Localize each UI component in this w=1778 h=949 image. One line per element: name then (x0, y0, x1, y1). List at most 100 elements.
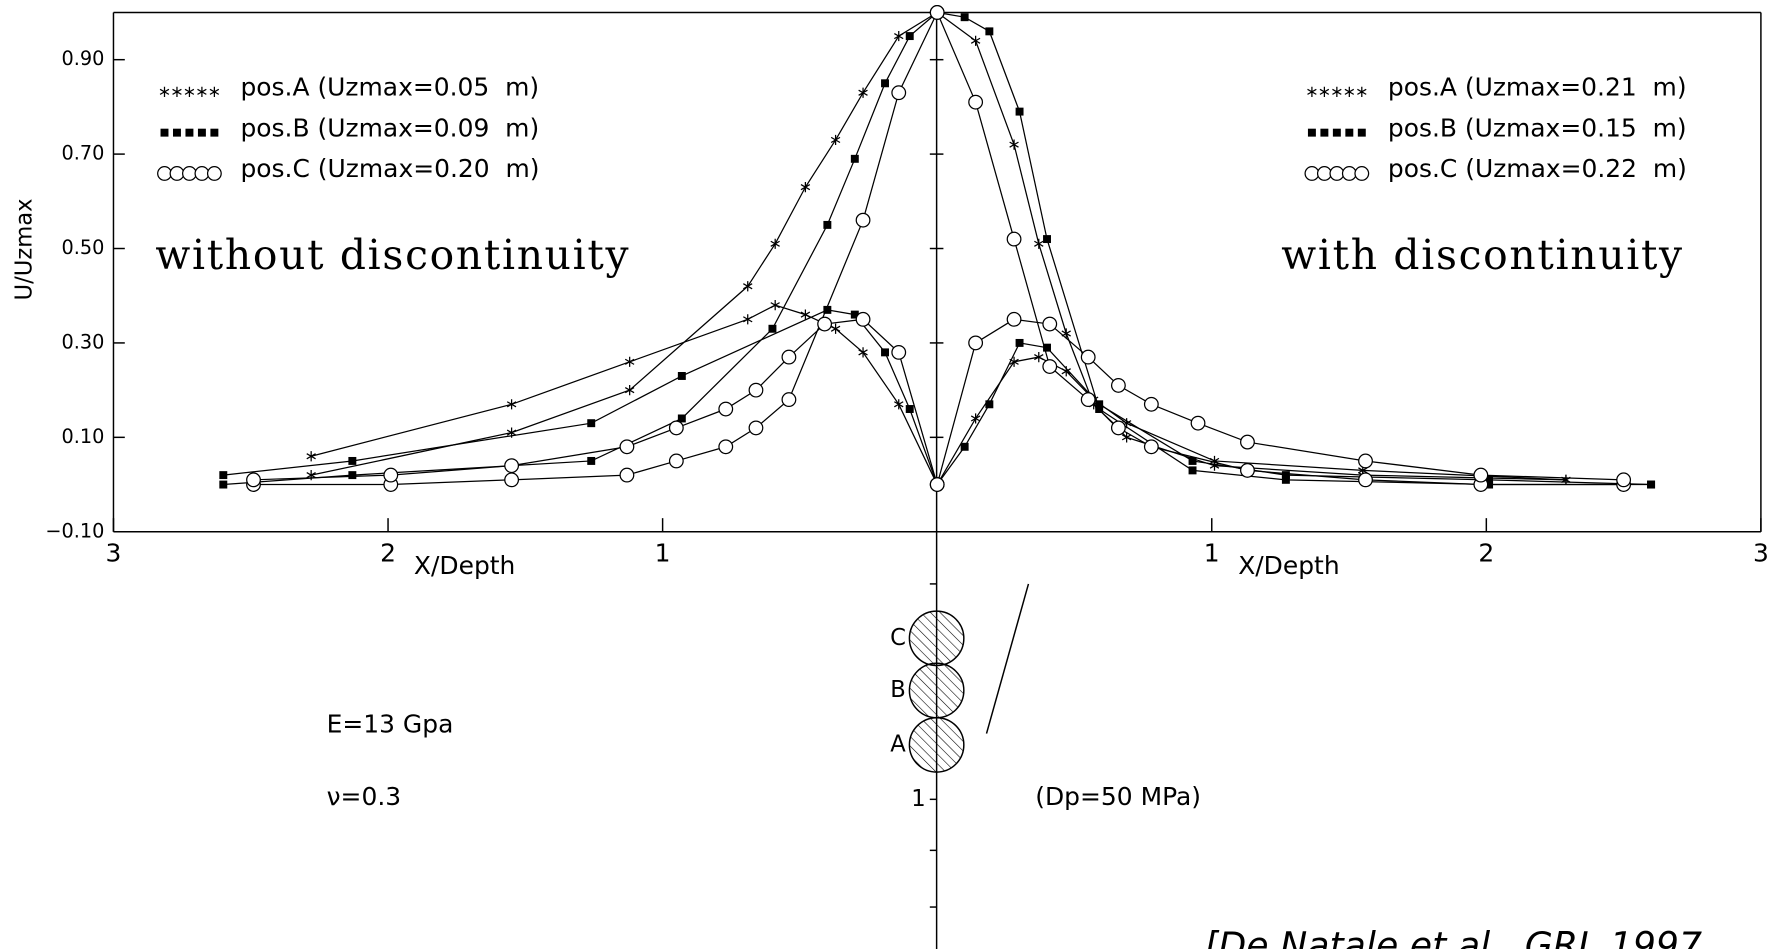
marker (1034, 238, 1044, 249)
x-tick-label: 1 (655, 538, 671, 567)
legend-label: pos.B (Uzmax=0.15 m) (1388, 113, 1687, 142)
marker (624, 385, 635, 396)
marker (960, 442, 969, 451)
marker (1240, 462, 1255, 478)
data-line (253, 318, 938, 485)
marker (1042, 359, 1058, 374)
annotation: ν=0.3 (327, 782, 401, 811)
legend-label: pos.A (Uzmax=0.05 m) (240, 72, 539, 101)
legend-marker (1307, 86, 1317, 97)
marker (718, 439, 734, 455)
marker (905, 32, 914, 41)
data-line (936, 356, 1566, 485)
marker (506, 399, 517, 410)
x-axis-label: X/Depth (1238, 551, 1339, 580)
annotation: E=13 Gpa (327, 710, 454, 739)
legend-marker (1345, 128, 1354, 137)
y-tick-label: 0.30 (61, 330, 104, 353)
marker (850, 310, 859, 319)
marker (855, 212, 871, 228)
marker (858, 347, 868, 358)
marker (1190, 415, 1206, 431)
legend-marker (169, 166, 185, 181)
marker (1358, 472, 1373, 488)
marker (624, 356, 635, 367)
marker (348, 456, 357, 465)
marker (1015, 338, 1024, 347)
marker (1143, 396, 1159, 412)
marker (891, 344, 907, 360)
legend-label: pos.A (Uzmax=0.21 m) (1388, 72, 1687, 101)
marker (855, 311, 871, 327)
marker (770, 238, 780, 249)
marker (881, 348, 889, 357)
marker (1009, 139, 1019, 150)
marker (1042, 316, 1058, 332)
depth-label: 1 (911, 786, 925, 812)
x-tick-label: 2 (380, 538, 396, 567)
legend-marker (197, 86, 207, 97)
legend-marker (184, 86, 195, 97)
x-tick-label: 2 (1478, 538, 1494, 567)
marker (1080, 349, 1096, 365)
fault-line (985, 583, 1030, 734)
legend-marker (1357, 128, 1366, 137)
marker (830, 323, 841, 334)
legend-marker (157, 166, 172, 181)
legend-marker (172, 128, 181, 137)
marker (1110, 377, 1126, 393)
source-sphere (908, 662, 965, 719)
source-label: A (890, 731, 906, 757)
marker (781, 392, 797, 408)
marker (246, 472, 261, 488)
marker (1110, 420, 1126, 436)
marker (1095, 405, 1104, 413)
marker (1281, 475, 1290, 484)
x-tick-label: 3 (106, 538, 122, 567)
marker (1143, 439, 1159, 455)
marker (743, 314, 753, 325)
marker (800, 309, 811, 320)
marker (800, 182, 811, 193)
panel-label: with discontinuity (1281, 231, 1683, 279)
legend-marker (1320, 128, 1329, 137)
marker (1281, 471, 1290, 480)
legend-marker (1354, 166, 1370, 181)
marker (677, 414, 686, 423)
marker (718, 401, 734, 417)
source-label: B (890, 677, 906, 703)
source-diagram: C B A 1 (890, 583, 1030, 908)
marker (985, 27, 994, 36)
marker (504, 472, 520, 488)
legend-marker (197, 128, 206, 137)
marker (1121, 432, 1132, 443)
y-tick-label: 0.10 (61, 425, 104, 448)
marker (587, 456, 596, 465)
marker (960, 13, 969, 22)
marker (1080, 392, 1096, 408)
marker (968, 335, 984, 351)
marker (348, 471, 357, 480)
marker (894, 399, 904, 410)
legend-marker (1304, 166, 1320, 181)
legend-marker (210, 128, 219, 137)
marker (985, 400, 994, 409)
source-label: C (890, 625, 906, 651)
marker (968, 94, 984, 110)
marker (219, 471, 228, 480)
legend-marker (206, 166, 222, 181)
annotation: (Dp=50 MPa) (1035, 782, 1201, 811)
marker (1061, 328, 1071, 339)
marker (383, 467, 399, 483)
marker (1473, 467, 1489, 483)
marker (743, 281, 753, 292)
marker (1006, 231, 1022, 247)
legend-marker (1307, 128, 1316, 137)
marker (668, 420, 684, 436)
legend-marker (194, 166, 210, 181)
y-axis-label: U/Uzmax (12, 198, 38, 300)
marker (619, 439, 635, 455)
marker (1095, 400, 1104, 409)
x-tick-label: 3 (1753, 538, 1769, 567)
